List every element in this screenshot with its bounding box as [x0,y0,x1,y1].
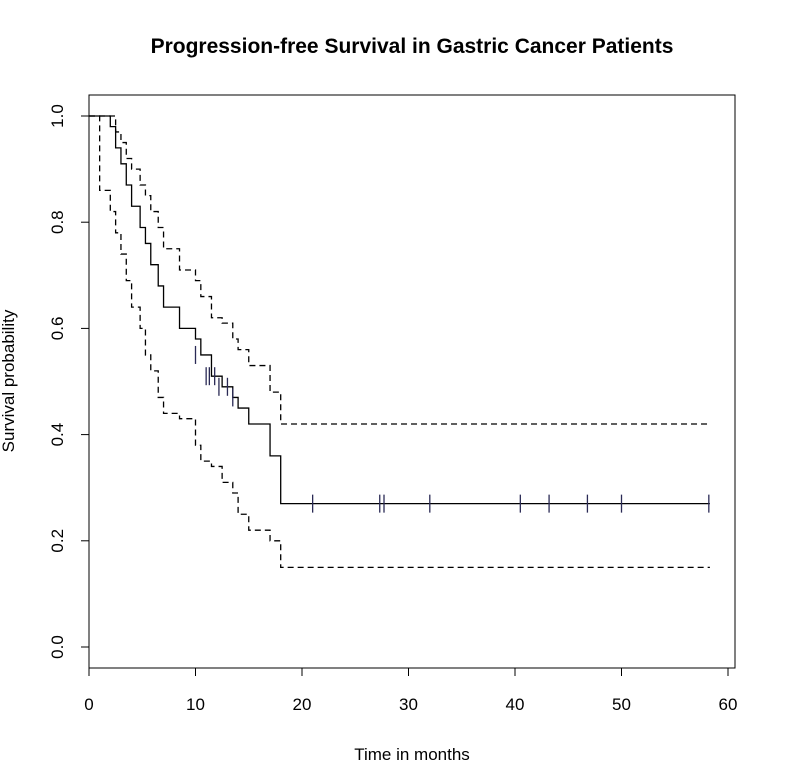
y-tick-label: 0.8 [48,210,67,234]
y-tick-label: 0.2 [48,529,67,553]
y-axis: 0.0 0.2 0.4 0.6 0.8 1.0 [48,104,90,659]
y-tick-label: 0.6 [48,317,67,341]
series-layer [89,115,710,568]
survival-curve [89,115,710,505]
upper-ci-curve [89,115,710,425]
y-tick-label: 0.0 [48,635,67,659]
x-axis-label: Time in months [354,745,470,764]
x-tick-label: 50 [612,695,631,714]
censor-marks [194,345,710,513]
x-tick-label: 20 [293,695,312,714]
y-axis-label: Survival probability [0,309,18,452]
y-tick-label: 0.4 [48,423,67,447]
lower-ci-curve [89,115,710,568]
x-tick-label: 60 [719,695,738,714]
x-tick-label: 10 [186,695,205,714]
chart-title: Progression-free Survival in Gastric Can… [151,35,674,58]
x-axis: 0 10 20 30 40 50 60 [84,667,738,714]
x-tick-label: 40 [506,695,525,714]
x-tick-label: 30 [399,695,418,714]
plot-frame [88,94,736,669]
x-tick-label: 0 [84,695,93,714]
y-tick-label: 1.0 [48,104,67,128]
